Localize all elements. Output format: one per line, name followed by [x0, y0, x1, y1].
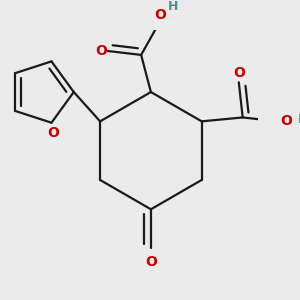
Text: O: O [281, 114, 292, 128]
Text: H: H [298, 113, 300, 126]
Text: O: O [95, 44, 107, 58]
Text: O: O [155, 8, 167, 22]
Text: H: H [168, 0, 178, 13]
Text: O: O [145, 255, 157, 269]
Text: O: O [47, 127, 59, 140]
Text: O: O [233, 67, 245, 80]
